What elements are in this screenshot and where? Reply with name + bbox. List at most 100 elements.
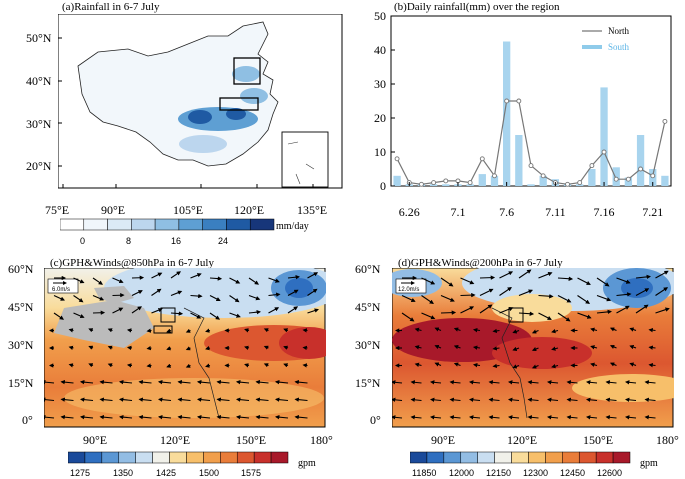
wind-vector [190,273,202,279]
wind-vector [518,269,532,279]
wind-vector [609,362,617,367]
wind-vector [421,277,436,285]
pd-cb-tick-5: 12450 [560,468,586,478]
pd-cb-tick-2: 12000 [449,468,475,478]
wind-vector [609,344,617,349]
wind-vector [655,270,669,279]
wind-vector [414,362,422,367]
wind-vector [263,328,269,333]
wind-vector [629,362,637,367]
legend-south-label: South [608,42,630,52]
wind-vector [577,277,591,285]
wind-vector [302,363,308,368]
wind-vector [126,328,133,333]
south-bar [478,174,486,186]
wind-vector [605,397,617,403]
wind-vector [244,345,250,350]
pc-xtick-2: 120°E [160,433,191,447]
wind-vector [73,312,85,319]
pa-cb-unit: mm/day [276,221,309,232]
wind-vector [216,379,230,385]
wind-vector [283,363,289,368]
wind-vector [151,288,162,296]
wind-vector [107,363,113,368]
wind-vector [126,363,133,368]
wind-vector [44,379,55,385]
rain-region-east [240,88,268,104]
wind-vector [566,380,578,385]
pc-xtick-3: 150°E [236,433,267,447]
south-china-sea-inset [281,131,329,188]
colorbar-swatch [236,451,255,464]
wind-vector [429,415,442,420]
wind-vector [268,292,281,297]
wind-vector [434,362,442,367]
north-point [565,181,570,187]
wind-vector [449,380,461,385]
wind-vector [151,308,163,314]
wind-vector [616,292,632,297]
panel-a-title: (a)Rainfall in 6-7 July [62,1,160,13]
colorbar-swatch [68,451,86,464]
wind-vector [434,327,442,332]
wind-vector [421,295,434,305]
pc-cb-tick-3: 1425 [156,468,177,478]
wind-vector [118,414,133,420]
pb-ytick-label: 40 [374,43,386,57]
pd-cb-tick-3: 12150 [486,468,512,478]
rain-core-1 [188,110,212,124]
pc-xtick-1: 90°E [83,433,108,447]
pc-ytick-4: 15°N [8,376,34,390]
wind-vector [283,345,289,350]
wind-vector [44,414,55,420]
pc-ytick-2: 45°N [8,300,34,314]
pa-ytick-1: 50°N [26,31,52,45]
wind-vector [166,363,172,368]
wind-vector [410,380,422,385]
wind-vector [196,397,211,402]
wind-vector [590,362,598,367]
north-point [589,163,595,169]
wind-vector [73,295,84,303]
wind-vector [421,312,436,320]
wind-vector [605,415,617,420]
wind-vector [248,310,262,315]
wind-vector [440,277,454,287]
pd-ref-vector-label: 12.0m/s [398,287,420,293]
wind-vector [79,397,94,402]
wind-vector [507,380,520,385]
pa-cb-tick-3: 16 [171,236,182,246]
wind-vector [44,397,55,402]
wind-vector [488,380,500,385]
north-point [394,156,400,162]
pb-xtick-label: 7.6 [499,205,514,219]
colorbar-swatch [562,451,580,464]
wind-vector [151,272,163,279]
wind-vector [635,304,649,314]
wind-vector [268,307,280,314]
pc-ytick-3: 30°N [8,338,34,352]
pc-cb-tick-2: 1350 [113,468,134,478]
pd-ytick-2: 45°N [355,300,381,314]
wind-vector [287,289,299,296]
wind-vector [146,345,152,351]
wind-vector [185,363,191,368]
south-bar [466,184,474,186]
wind-vector [401,312,415,322]
pa-cb-tick-2: 8 [126,236,132,246]
wind-vector [268,277,280,283]
wind-vector [546,415,559,420]
wind-vector [68,328,74,333]
colorbar-swatch [154,218,180,231]
wind-vector [488,397,500,403]
pb-xtick-label: 6.26 [399,205,420,219]
wind-vector [157,414,172,420]
wind-vector [196,379,211,385]
wind-vector [499,271,514,279]
north-point [625,176,631,182]
panel-a-colorbar [60,218,275,231]
wind-vector [468,397,481,403]
colorbar-swatch [101,451,120,464]
pb-xtick-label: 7.16 [594,205,615,219]
wind-vector [229,312,241,318]
